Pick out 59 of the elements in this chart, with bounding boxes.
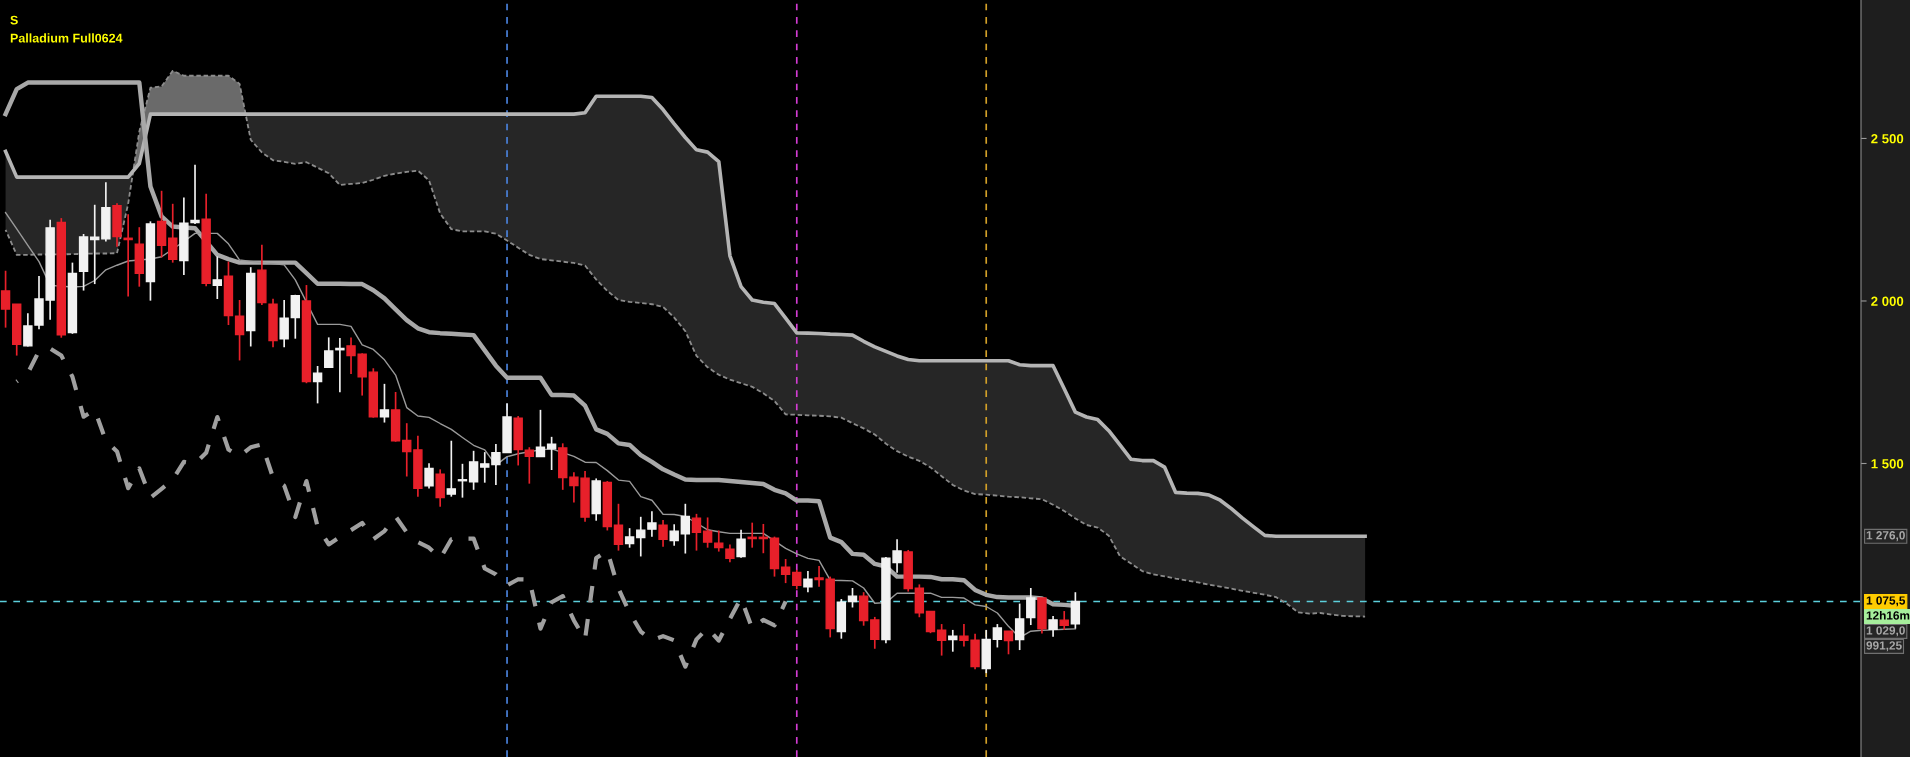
candlestick [636, 515, 646, 558]
candlestick [870, 616, 880, 650]
candlestick [691, 513, 702, 552]
candlestick [613, 502, 624, 552]
y-tick-label: 2 500 [1871, 134, 1904, 144]
candlestick [457, 462, 468, 499]
candlestick [702, 516, 713, 549]
candlestick [468, 449, 479, 491]
candlestick [1014, 602, 1025, 651]
candlestick [535, 409, 546, 458]
candlestick [379, 383, 390, 424]
candlestick [190, 163, 200, 225]
text: 991,25 [1866, 641, 1902, 652]
candlestick [814, 565, 824, 588]
text: Palladium Full0624 [10, 33, 123, 43]
candlestick [847, 587, 858, 609]
candlestick [1048, 615, 1058, 638]
y-tick-label: 1 500 [1871, 459, 1904, 469]
candlestick [324, 336, 334, 369]
candlestick [1070, 591, 1081, 630]
candlestick [624, 527, 635, 549]
text: 1 075,5 [1866, 596, 1906, 607]
line-series [14, 346, 788, 669]
candlestick [948, 629, 958, 653]
candlestick [792, 568, 802, 591]
candlestick [480, 451, 490, 484]
candlestick [658, 519, 668, 548]
candlestick [780, 558, 791, 584]
candlestick [446, 439, 457, 498]
candlestick [212, 255, 223, 300]
y-tick-label: 2 000 [1871, 296, 1904, 306]
candlestick [402, 422, 412, 478]
candlestick [234, 299, 245, 362]
candlestick [736, 528, 746, 559]
candlestick [669, 523, 679, 547]
candlestick [680, 502, 691, 555]
candlestick [435, 468, 445, 508]
candlestick [925, 610, 936, 634]
candlestick [524, 446, 535, 485]
candlestick [279, 299, 289, 348]
candlestick [0, 269, 11, 329]
candlestick [803, 570, 813, 594]
candlestick [1059, 610, 1069, 631]
text: 1 276,0 [1866, 531, 1905, 542]
candlestick [424, 462, 434, 490]
candlestick [647, 510, 657, 538]
candlestick [312, 365, 323, 405]
candlestick [936, 623, 947, 657]
candlestick [168, 202, 178, 264]
candlestick [290, 293, 301, 340]
text: 12h16m [1866, 610, 1910, 620]
text: 1 029,0 [1866, 626, 1905, 637]
candlestick [546, 436, 557, 471]
candlestick [1026, 587, 1036, 626]
candlestick [714, 529, 724, 553]
candlestick [992, 623, 1003, 649]
text: S [10, 15, 18, 25]
candlestick [1003, 630, 1014, 656]
line-series [4, 211, 1077, 639]
